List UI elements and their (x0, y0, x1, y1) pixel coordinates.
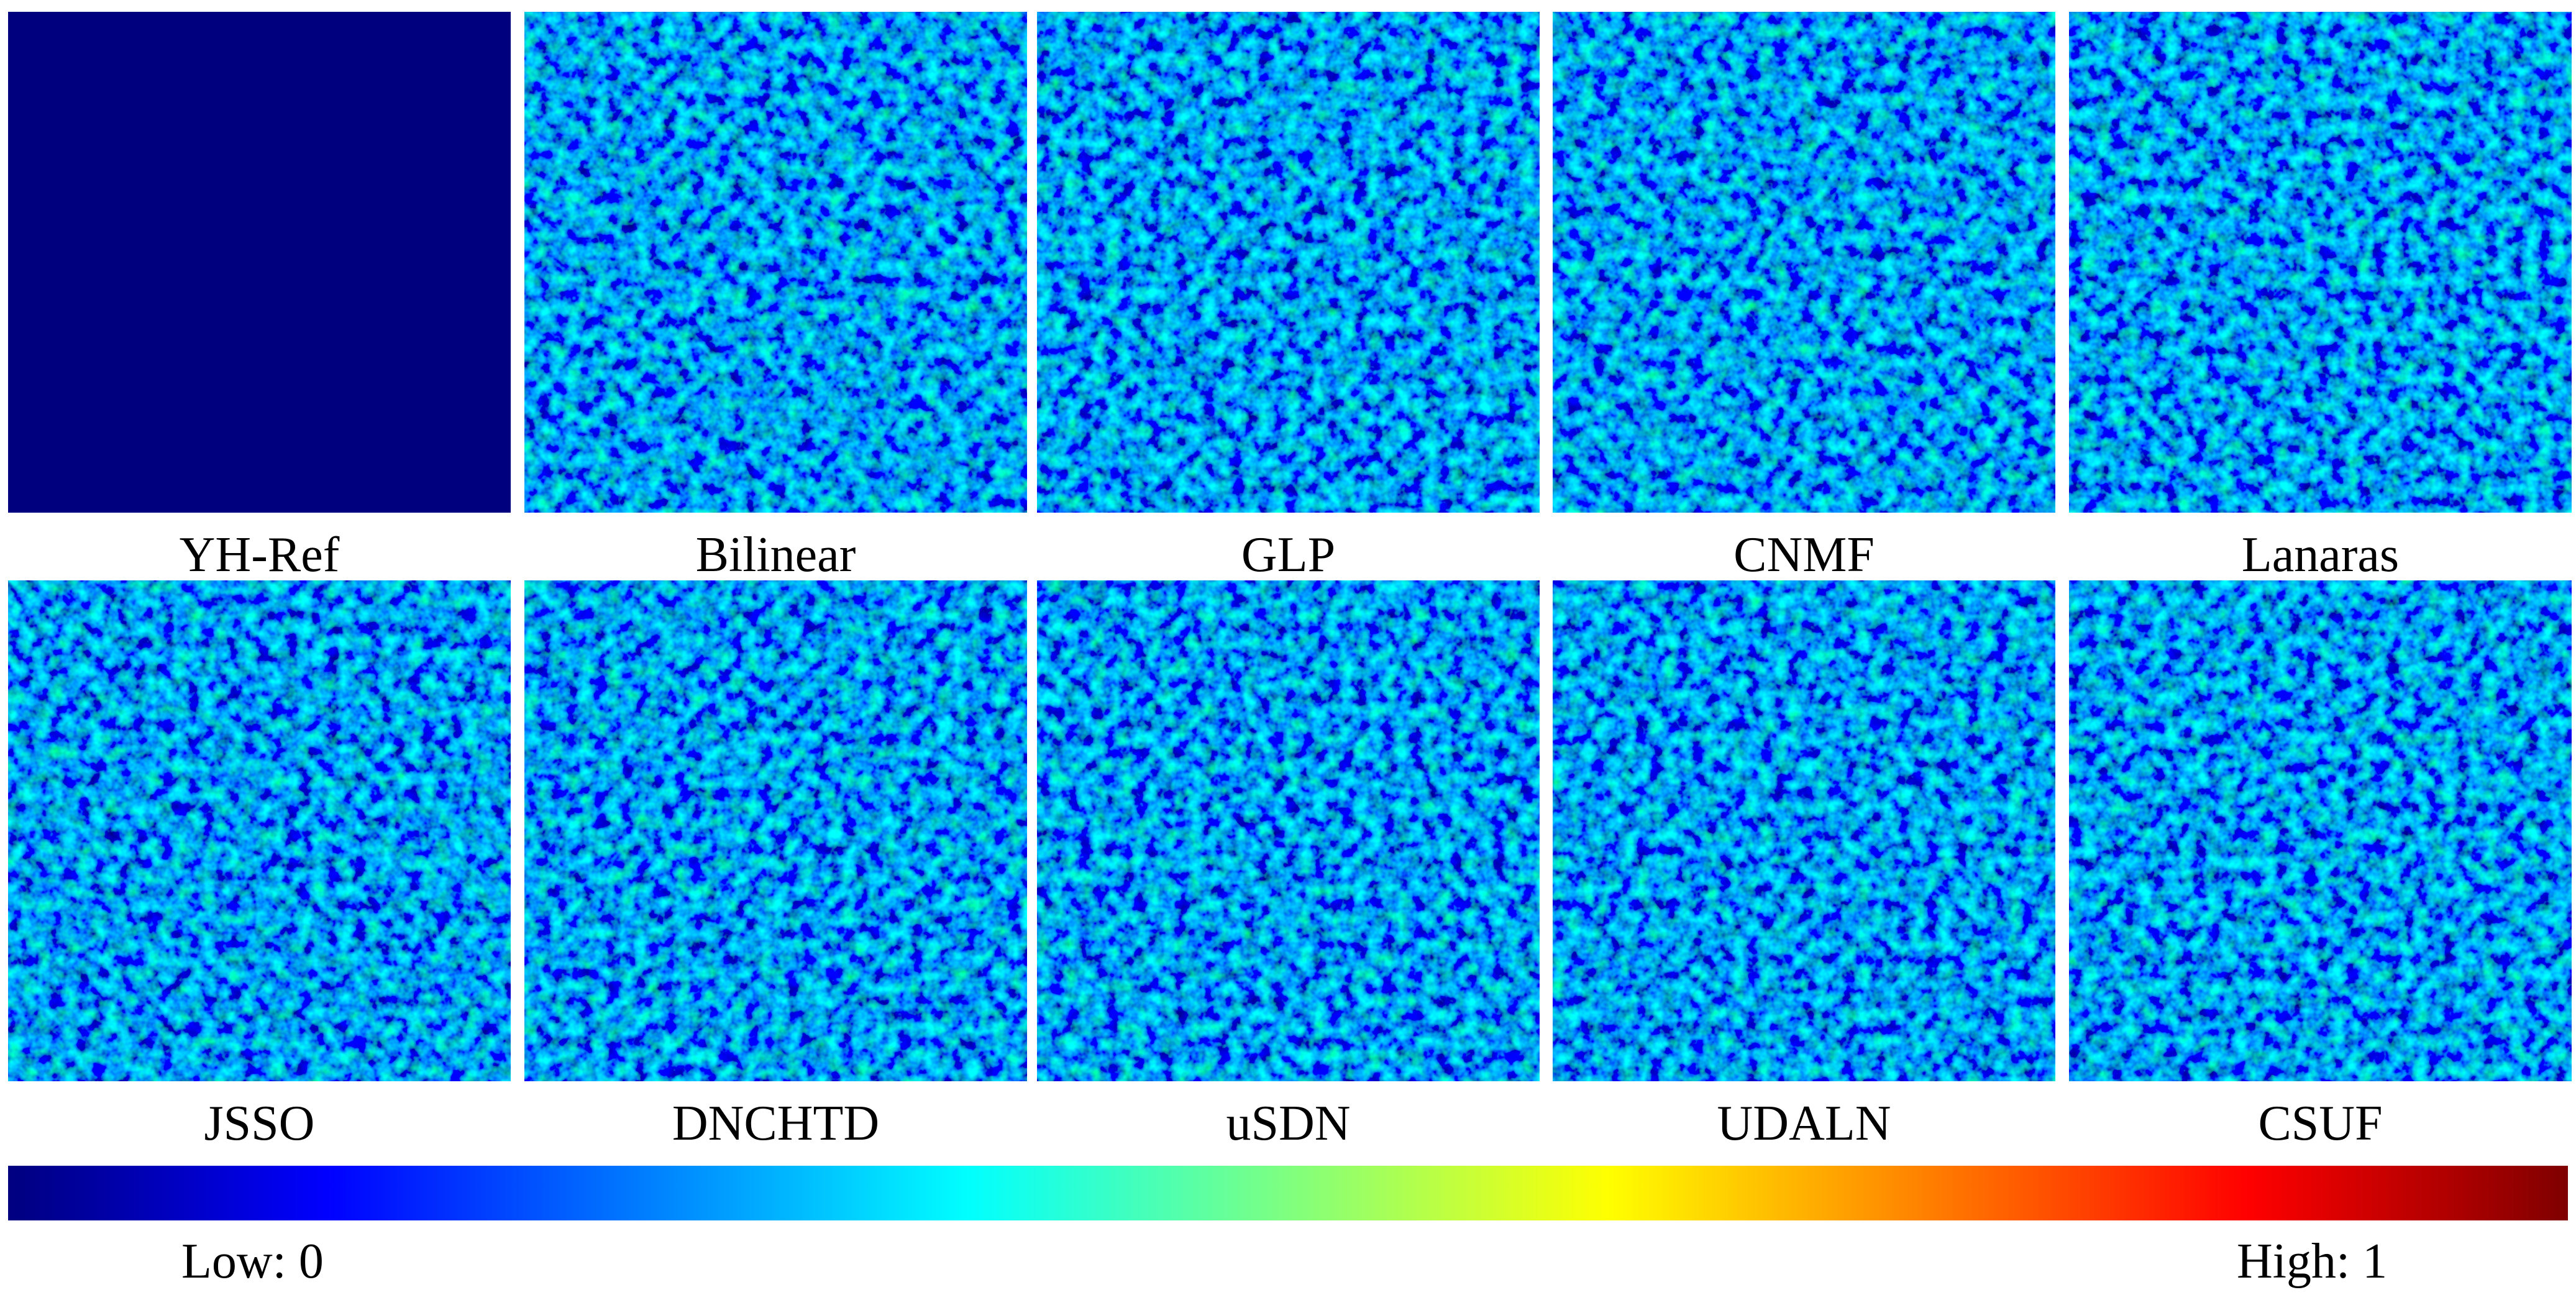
panel-label: GLP (1241, 528, 1336, 582)
error-map (524, 12, 1027, 513)
colorbar-high-label: High: 1 (2237, 1234, 2388, 1289)
error-map (2069, 12, 2572, 513)
error-map (1037, 580, 1540, 1081)
error-map (524, 580, 1027, 1081)
colorbar (8, 1166, 2568, 1220)
panel-label: JSSO (204, 1096, 315, 1151)
panel-label: CSUF (2258, 1096, 2383, 1151)
error-map (1553, 12, 2055, 513)
error-map (8, 580, 511, 1081)
error-map (1553, 580, 2055, 1081)
error-map (8, 12, 511, 513)
colorbar-low-label: Low: 0 (181, 1234, 324, 1289)
panel-label: YH-Ref (179, 528, 340, 582)
panel-label: UDALN (1717, 1096, 1891, 1151)
panel-label: Bilinear (695, 528, 856, 582)
panel-label: DNCHTD (672, 1096, 880, 1151)
panel-label: Lanaras (2241, 528, 2400, 582)
panel-label: uSDN (1226, 1096, 1351, 1151)
panel-label: CNMF (1733, 528, 1875, 582)
error-map (2069, 580, 2572, 1081)
error-map (1037, 12, 1540, 513)
